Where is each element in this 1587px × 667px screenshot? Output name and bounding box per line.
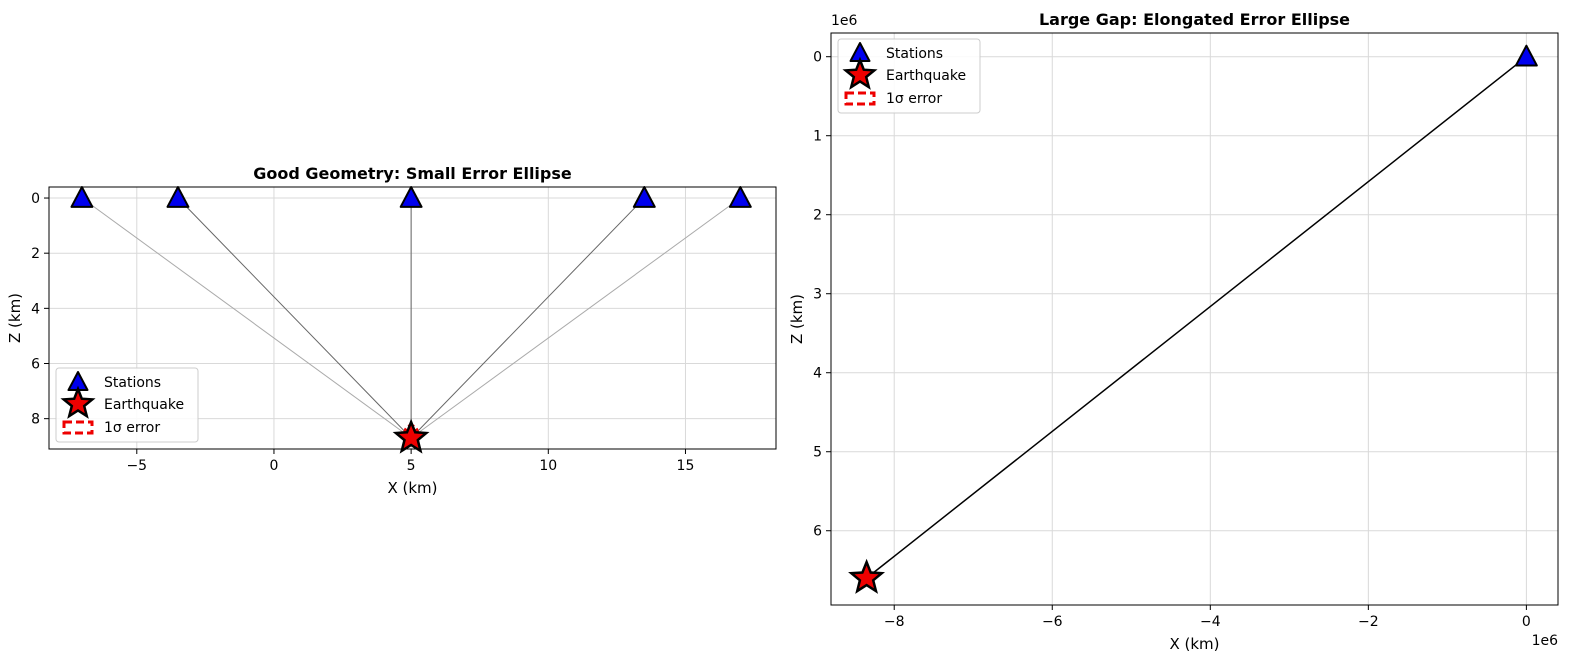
x-offset-label: 1e6 (1532, 633, 1559, 649)
earthquake-marker (392, 418, 430, 454)
y-tick-label: 4 (31, 301, 40, 317)
legend-entry-label: 1σ error (886, 91, 942, 107)
y-tick-label: 4 (813, 366, 822, 382)
x-tick-label: −4 (1200, 614, 1221, 630)
legend-entry-label: Stations (886, 46, 943, 62)
ray-path (177, 197, 412, 439)
earthquake-marker (848, 558, 886, 594)
station-marker (166, 186, 190, 208)
x-tick-label: −8 (884, 614, 905, 630)
y-tick-label: 0 (813, 50, 822, 66)
legend-entry-label: Stations (104, 375, 161, 391)
station-marker (70, 186, 94, 208)
legend-error-swatch (62, 420, 94, 435)
y-tick-label: 5 (813, 445, 822, 461)
legend-entry-label: Earthquake (886, 68, 966, 84)
y-tick-label: 6 (31, 357, 40, 373)
station-marker (728, 186, 752, 208)
y-tick-label: 3 (813, 287, 822, 303)
y-tick-label: 8 (31, 412, 40, 428)
legend-entry-label: 1σ error (104, 420, 160, 436)
chart-title: Large Gap: Elongated Error Ellipse (1039, 10, 1350, 29)
x-tick-label: −6 (1042, 614, 1063, 630)
y-tick-label: 6 (813, 524, 822, 540)
ray-path (866, 56, 1527, 579)
x-tick-label: −5 (126, 458, 147, 474)
y-tick-label: 0 (31, 191, 40, 207)
station-marker (399, 186, 423, 208)
ray-path (410, 197, 741, 439)
legend: Stations Earthquake 1σ error (837, 38, 981, 114)
x-tick-label: 5 (407, 458, 416, 474)
axes-frame (48, 186, 777, 450)
ray-path (81, 197, 412, 439)
x-tick-label: 10 (539, 458, 557, 474)
x-tick-label: 0 (269, 458, 278, 474)
station-marker (632, 186, 656, 208)
x-axis-label: X (km) (1169, 635, 1219, 653)
y-axis-label: Z (km) (6, 293, 24, 343)
x-tick-label: 15 (677, 458, 695, 474)
y-tick-label: 2 (31, 246, 40, 262)
legend-entry-label: Earthquake (104, 397, 184, 413)
x-tick-label: 0 (1522, 614, 1531, 630)
y-axis-label: Z (km) (788, 294, 806, 344)
axes-frame (830, 32, 1559, 606)
x-tick-label: −2 (1358, 614, 1379, 630)
x-axis-label: X (km) (387, 479, 437, 497)
y-offset-label: 1e6 (831, 13, 858, 29)
chart-large-gap: −8 −6 −4 −2 0 0 1 2 3 4 5 6 Large Gap: Elongated Err… (788, 10, 1559, 653)
chart-good-geometry: −5 0 5 10 15 0 2 4 6 8 Good Geometry: Small Error … (6, 164, 777, 497)
station-marker (1514, 44, 1538, 67)
legend: Stations Earthquake 1σ error (55, 367, 199, 443)
chart-title: Good Geometry: Small Error Ellipse (253, 164, 572, 183)
y-tick-label: 2 (813, 208, 822, 224)
legend-earthquake-swatch (60, 385, 96, 419)
legend-error-swatch (844, 91, 876, 106)
y-tick-label: 1 (813, 129, 822, 145)
ray-path (410, 197, 645, 439)
legend-earthquake-swatch (842, 56, 878, 90)
